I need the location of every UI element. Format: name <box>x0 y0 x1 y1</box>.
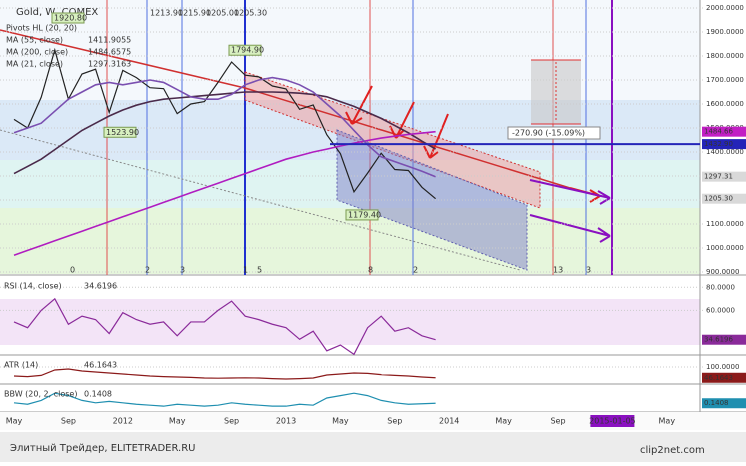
last-value-box <box>702 334 746 345</box>
x-axis-bar <box>0 412 746 430</box>
red-channel <box>244 71 541 209</box>
trend-line <box>244 87 571 189</box>
x-tick-label: 2012 <box>113 417 133 426</box>
x-tick-label: Sep <box>61 417 76 426</box>
time-label: 1 <box>243 266 248 275</box>
legend-value: 1297.3163 <box>88 60 131 69</box>
x-tick-label: Sep <box>550 417 565 426</box>
series-line <box>13 368 436 380</box>
x-tick-label: 2014 <box>439 417 459 426</box>
time-label: 3 <box>180 266 185 275</box>
ohlc-value: 1205.30 <box>234 9 267 18</box>
time-label: 0 <box>70 266 75 275</box>
series-line <box>13 47 436 200</box>
purple-arrows <box>529 179 611 243</box>
right-label-box <box>702 171 746 182</box>
y-tick-label: 100.0000 <box>706 363 739 371</box>
footer-bar <box>0 432 746 462</box>
legend-entry: ATR (14) <box>4 361 38 370</box>
rsi-band <box>0 299 700 345</box>
y-tick-label: 1400.0000 <box>706 148 744 156</box>
y-tick-label: 1900.0000 <box>706 28 744 36</box>
indicator-name: Pivots HL (20, 20) <box>6 24 77 33</box>
y-tick-label: 1100.0000 <box>706 220 744 228</box>
x-tick-label: May <box>6 417 23 426</box>
legend-entry: MA (200, close) <box>6 48 68 57</box>
y-tick-label: 1700.0000 <box>706 76 744 84</box>
time-label: 5 <box>257 266 262 275</box>
right-label: 1205.30 <box>704 195 733 203</box>
y-tick-label: 80.0000 <box>706 283 735 291</box>
series-line <box>13 91 437 175</box>
ohlc-value: 1215.90 <box>178 9 211 18</box>
time-label: 8 <box>368 266 373 275</box>
right-label-box <box>702 193 746 204</box>
x-tick-label: 2013 <box>276 417 296 426</box>
x-tick-label: May <box>495 417 512 426</box>
legend-value: 34.6196 <box>84 282 117 291</box>
price-note-box <box>51 12 85 24</box>
price-note: 1523.90 <box>106 128 139 137</box>
right-label: 1297.31 <box>704 173 733 181</box>
legend-entry: MA (21, close) <box>6 60 63 69</box>
last-value-box <box>702 372 746 383</box>
time-label: 2 <box>145 266 150 275</box>
y-tick-label: 1000.0000 <box>706 244 744 252</box>
y-tick-label: 1600.0000 <box>706 100 744 108</box>
annotation-box <box>507 126 601 140</box>
right-label-box <box>702 139 746 150</box>
y-tick-label: 1800.0000 <box>706 52 744 60</box>
time-label: 13 <box>553 266 563 275</box>
x-tick-label: May <box>169 417 186 426</box>
price-note: 1179.40 <box>348 210 381 219</box>
x-tick-label: May <box>332 417 349 426</box>
series-line <box>13 297 436 356</box>
x-highlight <box>590 415 635 427</box>
y-tick-label: 900.0000 <box>706 268 739 276</box>
price-note: 1920.80 <box>54 14 87 23</box>
watermark: Элитный Трейдер, ELITETRADER.RU <box>10 443 196 454</box>
price-note-box <box>103 126 137 138</box>
x-tick-label: 2015-01-05 <box>589 417 636 426</box>
series-line <box>13 76 436 178</box>
chart-title: Gold, W, COMEX <box>16 7 98 18</box>
legend-value: 46.1643 <box>84 361 117 370</box>
price-note-box <box>228 44 262 56</box>
legend-entry: MA (55, close) <box>6 36 63 45</box>
time-label: 2 <box>413 266 418 275</box>
legend-entry: RSI (14, close) <box>4 282 62 291</box>
y-tick-label: 2000.0000 <box>706 4 744 12</box>
x-tick-label: May <box>659 417 676 426</box>
right-label: 1432.90 <box>704 140 733 148</box>
x-tick-label: Sep <box>387 417 402 426</box>
x-tick-label: Sep <box>224 417 239 426</box>
last-value-label: 34.6196 <box>704 336 733 344</box>
right-label-box <box>702 126 746 137</box>
footer-logo: clip2net.com <box>640 445 705 456</box>
trend-line <box>0 29 246 89</box>
series-line <box>13 130 436 256</box>
series-line <box>13 392 436 407</box>
time-label: 3 <box>586 266 591 275</box>
last-value-label: 0.1408 <box>704 399 729 407</box>
right-label: 1484.66 <box>704 128 733 136</box>
annotation: -270.90 (-15.09%) <box>512 129 585 138</box>
ohlc-value: 1205.00 <box>206 9 239 18</box>
legend-value: 1484.6575 <box>88 48 131 57</box>
legend-entry: BBW (20, 2, close) <box>4 390 77 399</box>
last-value-box <box>702 398 746 409</box>
last-value-label: 46.1643 <box>704 374 733 382</box>
legend-value: 0.1408 <box>84 390 112 399</box>
price-note: 1794.90 <box>231 46 264 55</box>
ohlc-value: 1213.90 <box>150 9 183 18</box>
legend-value: 1411.9055 <box>88 36 131 45</box>
y-tick-label: 60.0000 <box>706 306 735 314</box>
price-note-box <box>345 209 379 221</box>
